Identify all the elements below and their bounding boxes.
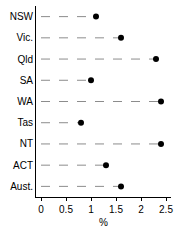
svg-text:SA: SA [20, 75, 34, 86]
svg-text:NT: NT [20, 138, 33, 149]
svg-text:1: 1 [88, 204, 94, 215]
svg-text:2.5: 2.5 [159, 204, 173, 215]
svg-text:ACT: ACT [13, 160, 33, 171]
svg-text:Tas: Tas [17, 117, 33, 128]
svg-text:0.5: 0.5 [59, 204, 73, 215]
svg-text:NSW: NSW [10, 11, 34, 22]
svg-text:Qld: Qld [17, 54, 33, 65]
svg-text:Aust.: Aust. [10, 181, 33, 192]
svg-text:Vic.: Vic. [17, 32, 34, 43]
svg-text:1.5: 1.5 [109, 204, 123, 215]
svg-text:2: 2 [138, 204, 144, 215]
svg-text:WA: WA [17, 96, 33, 107]
svg-text:%: % [99, 217, 108, 228]
svg-text:0: 0 [38, 204, 44, 215]
